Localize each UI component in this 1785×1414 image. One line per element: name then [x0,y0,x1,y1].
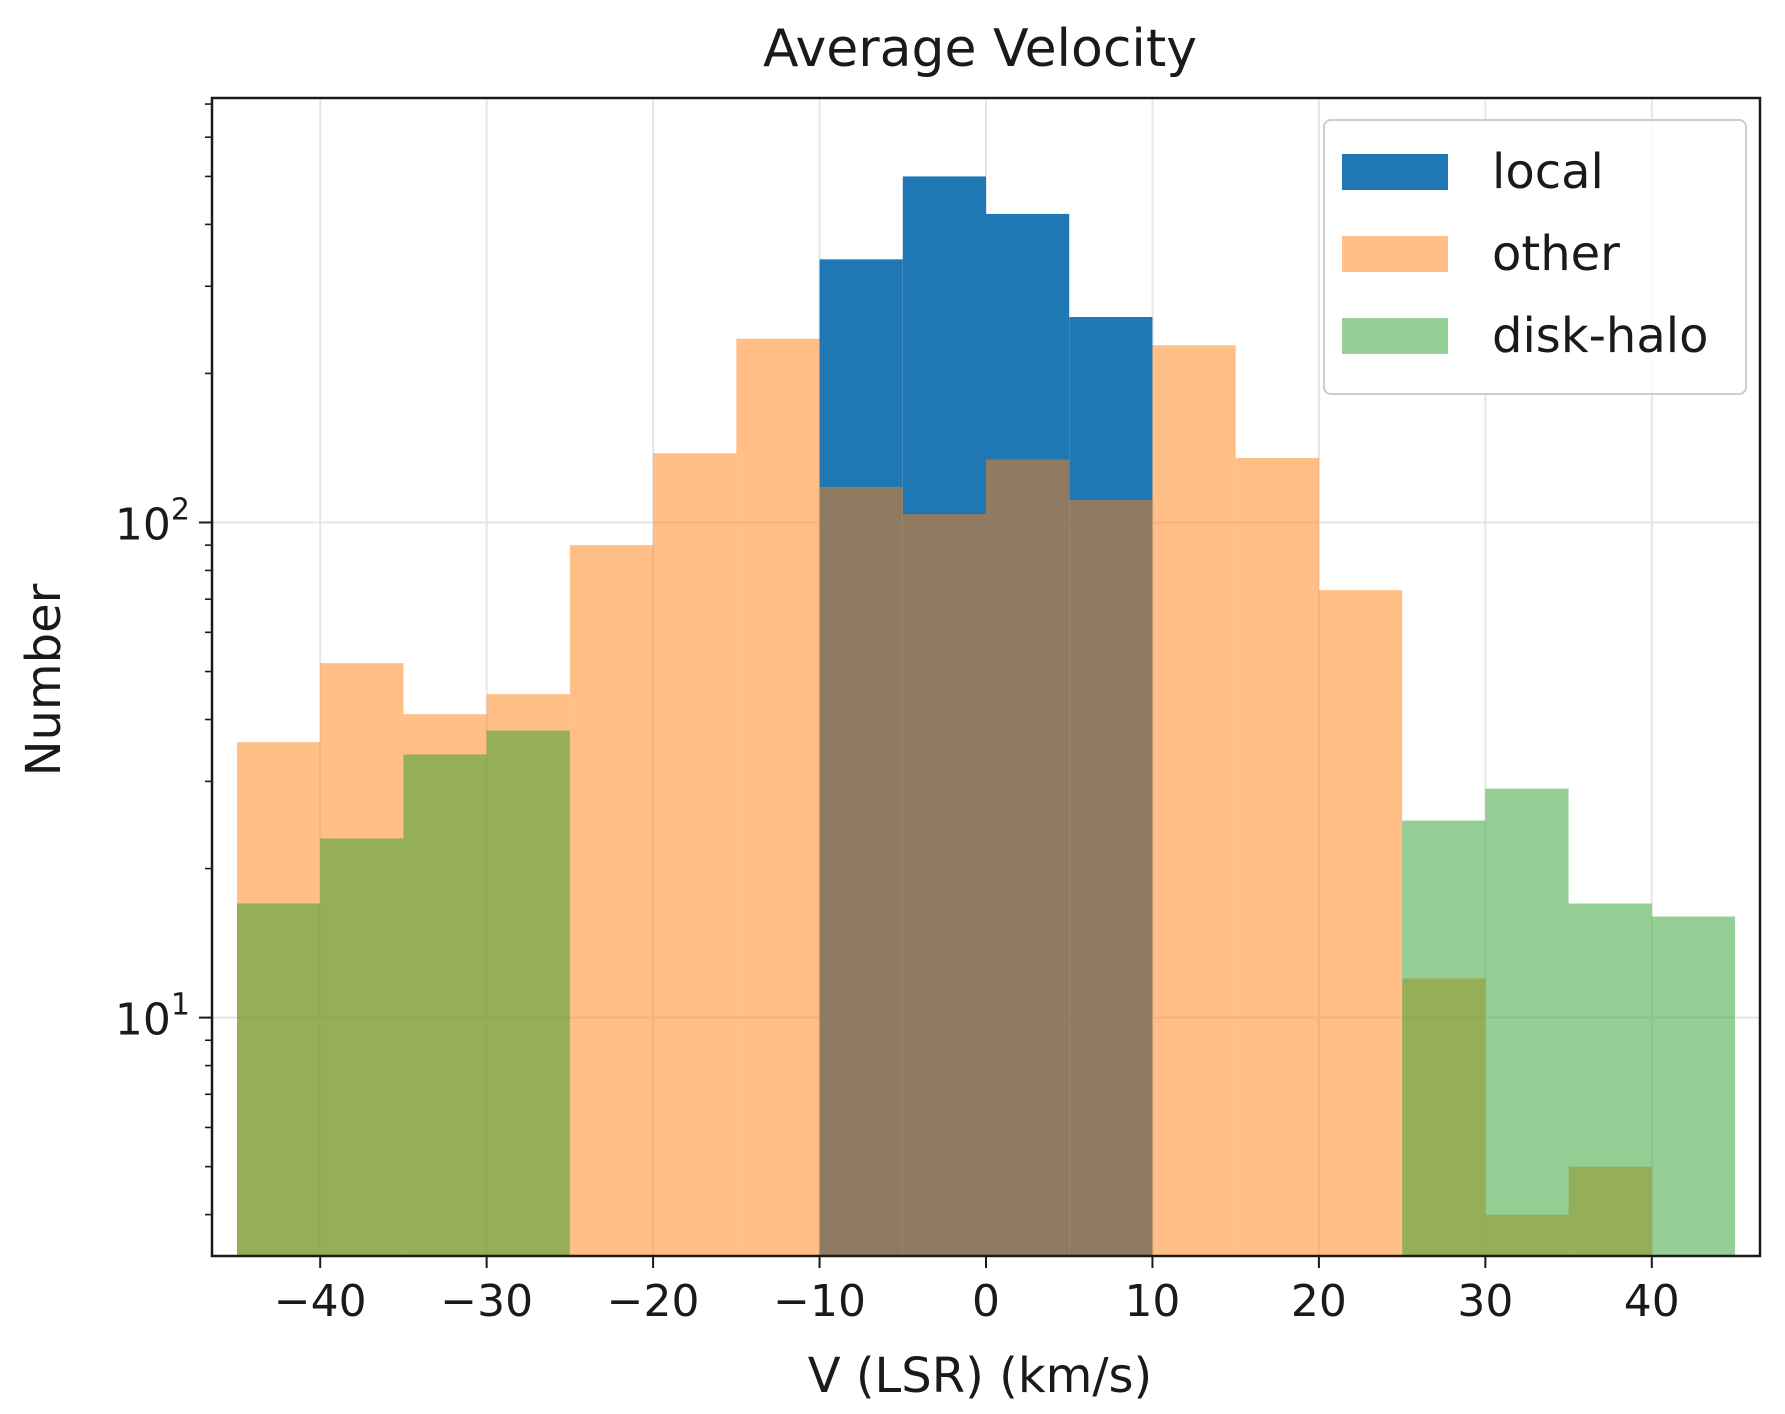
bar-other [736,338,820,1256]
bar-disk-halo [1485,788,1569,1256]
bar-other [1235,457,1319,1257]
bar-other [653,453,737,1256]
x-tick-label: 10 [1124,1276,1180,1327]
bar-other [1069,500,1153,1257]
x-tick-label: 30 [1457,1276,1513,1327]
y-tick-label: 102 [115,492,190,550]
bar-other [902,514,986,1256]
bar-disk-halo [320,838,404,1256]
y-axis-label: Number [16,583,72,776]
x-tick-label: −20 [607,1276,700,1327]
bar-disk-halo [236,903,321,1256]
bar-disk-halo [1402,820,1486,1256]
x-tick-label: 40 [1624,1276,1680,1327]
bar-disk-halo [403,754,487,1256]
x-tick-label: −30 [440,1276,533,1327]
bar-other [986,459,1070,1256]
legend-swatch-other [1342,236,1448,272]
bar-disk-halo [1568,903,1652,1256]
legend-label-other: other [1492,226,1620,282]
x-tick-label: 20 [1291,1276,1347,1327]
axis-ticks: −40 −30 −20 −10 0 10 20 30 40 101 102 [115,103,1680,1327]
bars [236,176,1736,1257]
legend-swatch-disk-halo [1342,318,1448,354]
x-tick-label: −40 [274,1276,367,1327]
bar-disk-halo [486,730,570,1256]
x-tick-label: −10 [773,1276,866,1327]
legend: local other disk-halo [1323,119,1747,395]
y-tick-label: 101 [115,988,190,1046]
bar-other [569,545,654,1256]
x-axis-label: V (LSR) (km/s) [808,1348,1153,1404]
bar-other [819,486,903,1256]
legend-label-disk-halo: disk-halo [1492,308,1708,364]
legend-label-local: local [1492,144,1604,200]
bar-other [1318,590,1403,1256]
chart-title: Average Velocity [763,19,1197,79]
x-tick-label: 0 [972,1276,1000,1327]
bar-other [1152,345,1236,1256]
bar-disk-halo [1651,916,1736,1256]
legend-swatch-local [1342,154,1448,190]
plot-frame [210,96,1762,1258]
